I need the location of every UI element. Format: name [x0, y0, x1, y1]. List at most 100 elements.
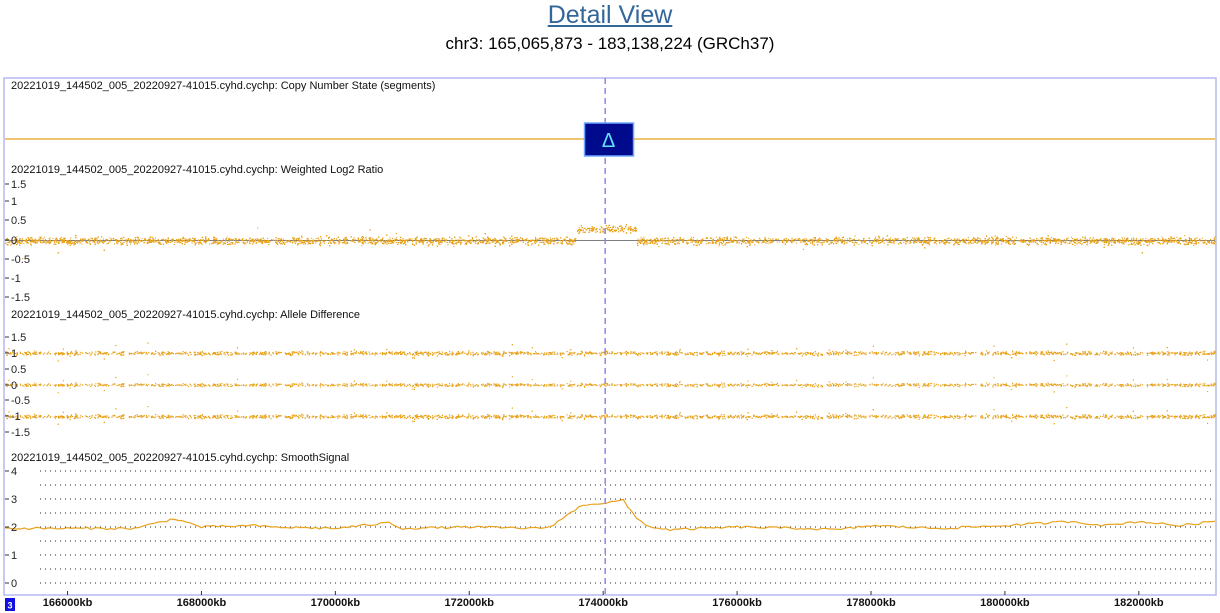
log2-ratio-point [837, 241, 839, 243]
log2-ratio-point [825, 239, 827, 241]
log2-ratio-point [730, 241, 732, 243]
log2-ratio-point [1063, 239, 1065, 241]
log2-ratio-point [1071, 240, 1073, 242]
log2-ratio-point [517, 239, 519, 241]
log2-ratio-point [750, 241, 752, 243]
log2-ratio-point [990, 239, 992, 241]
log2-ratio-point [1103, 240, 1105, 242]
log2-ratio-point [1014, 239, 1016, 241]
log2-ratio-point [916, 238, 918, 240]
log2-ratio-point [722, 240, 724, 242]
log2-ratio-point [847, 238, 849, 240]
log2-ratio-point [573, 243, 575, 245]
log2-ratio-point [39, 236, 41, 238]
log2-ratio-point [1041, 244, 1043, 246]
log2-ratio-point [109, 237, 111, 239]
log2-ratio-point [1165, 239, 1167, 241]
log2-ratio-point [720, 242, 722, 244]
log2-ratio-point [268, 240, 270, 242]
log2-ratio-point [453, 246, 455, 248]
log2-ratio-point [643, 236, 645, 238]
log2-ratio-point [582, 231, 584, 233]
log2-ratio-point [421, 241, 423, 243]
log2-ratio-point [58, 240, 60, 242]
log2-ratio-point [221, 241, 223, 243]
log2-ratio-point [26, 240, 28, 242]
log2-ratio-point [1001, 238, 1003, 240]
log2-ratio-point [257, 227, 259, 229]
log2-ratio-point [814, 238, 816, 240]
log2-ratio-point [89, 240, 91, 242]
log2-ratio-point [455, 239, 457, 241]
log2-ratio-point [1100, 239, 1102, 241]
log2-ratio-point [549, 243, 551, 245]
log2-ratio-point [172, 239, 174, 241]
log2-ratio-point [478, 240, 480, 242]
log2-ratio-point [370, 241, 372, 243]
log2-ratio-point [1120, 241, 1122, 243]
log2-ratio-point [768, 237, 770, 239]
log2-ratio-point [1180, 239, 1182, 241]
log2-ratio-point [700, 241, 702, 243]
log2-ratio-point [1095, 242, 1097, 244]
log2-ratio-point [1157, 238, 1159, 240]
log2-ratio-point [719, 236, 721, 238]
log2-ratio-point [1131, 238, 1133, 240]
log2-ratio-point [775, 238, 777, 240]
log2-ratio-point [1115, 241, 1117, 243]
log2-ratio-point [682, 239, 684, 241]
log2-ratio-point [182, 238, 184, 240]
log2-ratio-point [1005, 236, 1007, 238]
log2-ratio-point [407, 239, 409, 241]
chart-frame [3, 77, 1217, 596]
log2-ratio-point [302, 241, 304, 243]
page-title[interactable]: Detail View [547, 1, 673, 29]
log2-ratio-point [783, 242, 785, 244]
log2-ratio-point [312, 240, 314, 242]
log2-ratio-point [875, 236, 877, 238]
log2-ratio-point [301, 237, 303, 239]
log2-ratio-point [962, 239, 964, 241]
log2-ratio-point [1028, 243, 1030, 245]
log2-ratio-point [387, 242, 389, 244]
log2-ratio-point [1093, 239, 1095, 241]
log2-ratio-point [515, 237, 517, 239]
log2-ratio-point [361, 245, 363, 247]
log2-ratio-point [784, 238, 786, 240]
log2-ratio-point [691, 236, 693, 238]
log2-ratio-point [677, 242, 679, 244]
log2-ratio-point [1096, 242, 1098, 244]
log2-ratio-point [1170, 240, 1172, 242]
log2-ratio-point [1098, 241, 1100, 243]
log2-ratio-point [85, 240, 87, 242]
log2-ratio-point [1059, 240, 1061, 242]
log2-ratio-point [649, 238, 651, 240]
log2-ratio-point [838, 238, 840, 240]
log2-ratio-point [296, 238, 298, 240]
log2-ratio-point [293, 239, 295, 241]
log2-ratio-point [482, 238, 484, 240]
log2-ratio-point [880, 239, 882, 241]
log2-ratio-point [1182, 240, 1184, 242]
log2-ratio-point [400, 243, 402, 245]
log2-ratio-point [588, 229, 590, 231]
log2-ratio-point [883, 242, 885, 244]
log2-ratio-point [613, 230, 615, 232]
log2-ratio-point [88, 241, 90, 243]
log2-ratio-point [617, 228, 619, 230]
log2-ratio-point [26, 241, 28, 243]
log2-ratio-point [544, 237, 546, 239]
log2-ratio-point [1196, 243, 1198, 245]
log2-ratio-point [344, 239, 346, 241]
log2-ratio-point [1045, 242, 1047, 244]
log2-ratio-point [908, 242, 910, 244]
log2-ratio-point [660, 240, 662, 242]
log2-ratio-point [302, 243, 304, 245]
log2-ratio-point [519, 238, 521, 240]
log2-ratio-point [520, 240, 522, 242]
log2-ratio-point [392, 237, 394, 239]
log2-ratio-point [97, 242, 99, 244]
log2-ratio-point [138, 238, 140, 240]
log2-ratio-point [148, 242, 150, 244]
